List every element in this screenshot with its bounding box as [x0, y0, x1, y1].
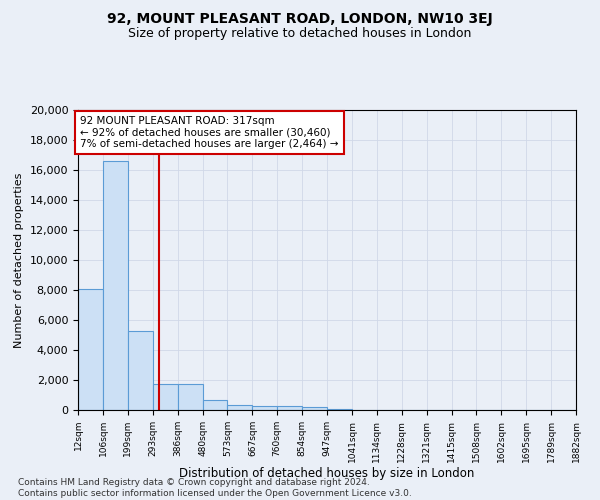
Text: Size of property relative to detached houses in London: Size of property relative to detached ho… — [128, 28, 472, 40]
Bar — [227, 405, 253, 410]
Bar — [78, 288, 103, 410]
Text: 92, MOUNT PLEASANT ROAD, LONDON, NW10 3EJ: 92, MOUNT PLEASANT ROAD, LONDON, NW10 3E… — [107, 12, 493, 26]
Bar — [302, 407, 327, 410]
Bar — [253, 406, 277, 410]
Text: Contains HM Land Registry data © Crown copyright and database right 2024.
Contai: Contains HM Land Registry data © Crown c… — [18, 478, 412, 498]
X-axis label: Distribution of detached houses by size in London: Distribution of detached houses by size … — [179, 468, 475, 480]
Bar — [277, 406, 302, 410]
Bar — [153, 384, 178, 410]
Y-axis label: Number of detached properties: Number of detached properties — [14, 172, 24, 348]
Bar — [103, 161, 128, 410]
Bar — [128, 330, 153, 410]
Bar — [178, 384, 203, 410]
Bar — [327, 409, 352, 410]
Text: 92 MOUNT PLEASANT ROAD: 317sqm
← 92% of detached houses are smaller (30,460)
7% : 92 MOUNT PLEASANT ROAD: 317sqm ← 92% of … — [80, 116, 338, 149]
Bar — [203, 400, 227, 410]
